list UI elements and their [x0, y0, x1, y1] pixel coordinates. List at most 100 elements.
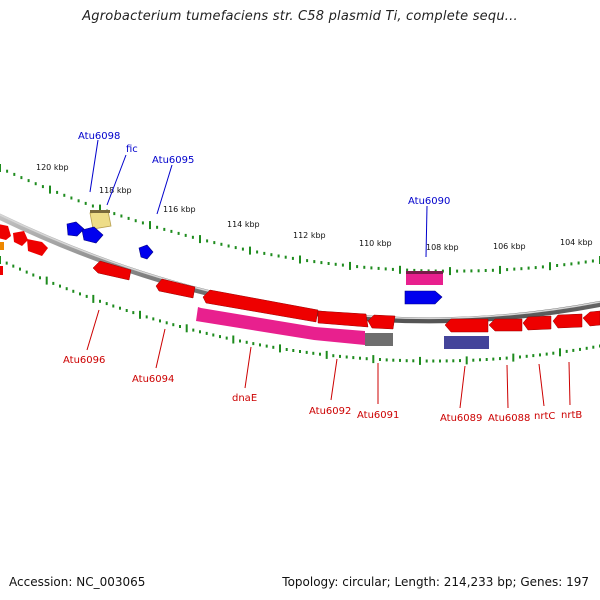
inner-ring-minor-tick: [105, 302, 108, 306]
inner-ring-minor-tick: [65, 287, 68, 291]
inner-ring-minor-tick: [305, 350, 308, 354]
outer-ring-major-tick: [99, 204, 101, 213]
inner-ring-minor-tick: [425, 359, 428, 363]
gene-edge-red-4[interactable]: [0, 266, 3, 275]
outer-ring-minor-tick: [356, 265, 359, 269]
gene-fic-block[interactable]: [89, 210, 112, 230]
inner-ring-major-tick: [419, 356, 421, 365]
gene-atu6089-arrow[interactable]: [444, 318, 489, 333]
outer-ring-minor-tick: [170, 229, 173, 233]
gene-edge-red-5[interactable]: [582, 310, 600, 327]
outer-ring-minor-tick: [334, 262, 337, 266]
outer-ring-minor-tick: [470, 269, 473, 273]
gene-atu6097-arrow[interactable]: [81, 226, 104, 244]
leader-atu6094: [155, 328, 166, 369]
leader-nrtC: [538, 363, 545, 407]
outer-ring-minor-tick: [520, 267, 523, 271]
outer-ring-minor-tick: [420, 269, 423, 273]
gene-label-atu6088[interactable]: Atu6088: [488, 413, 530, 424]
outer-ring-minor-tick: [27, 179, 30, 183]
gene-label-fic[interactable]: fic: [126, 144, 138, 155]
gene-atu6095-arrow[interactable]: [138, 244, 154, 260]
inner-ring-minor-tick: [492, 357, 495, 361]
gene-label-nrtC[interactable]: nrtC: [534, 411, 555, 422]
outer-ring-minor-tick: [177, 231, 180, 235]
gene-label-atu6091[interactable]: Atu6091: [357, 410, 399, 421]
inner-ring-minor-tick: [25, 270, 28, 274]
gene-label-dnaE[interactable]: dnaE: [232, 393, 257, 404]
gene-label-atu6089[interactable]: Atu6089: [440, 413, 482, 424]
outer-ring-minor-tick: [570, 262, 573, 266]
inner-ring-minor-tick: [445, 359, 448, 363]
gene-atu6094-arrow[interactable]: [155, 278, 196, 299]
gene-atu6092-arrow[interactable]: [317, 310, 369, 328]
inner-ring-minor-tick: [72, 289, 75, 293]
inner-ring-minor-tick: [585, 346, 588, 350]
inner-ring-minor-tick: [339, 354, 341, 358]
outer-ring-major-tick: [199, 235, 201, 244]
inner-ring-minor-tick: [552, 351, 555, 355]
gene-label-atu6090[interactable]: Atu6090: [408, 196, 450, 207]
gene-atu6091-arrow[interactable]: [367, 314, 396, 330]
outer-ring-minor-tick: [477, 269, 480, 273]
leader-atu6092: [330, 358, 338, 401]
gene-edge-red-1[interactable]: [0, 224, 11, 240]
outer-ring-major-tick: [449, 267, 451, 276]
inner-ring-minor-tick: [352, 356, 355, 360]
leader-fic: [106, 154, 127, 206]
plasmid-backbone-highlight: [0, 213, 600, 320]
leader-atu6089: [459, 365, 466, 409]
gene-atu6088-arrow[interactable]: [488, 318, 523, 332]
inner-ring-minor-tick: [479, 358, 481, 362]
gene-edge-orange[interactable]: [0, 242, 4, 250]
tick-label-114: 114 kbp: [227, 220, 260, 229]
inner-ring-minor-tick: [499, 357, 501, 361]
outer-ring-major-tick: [499, 265, 501, 274]
leader-dnaE: [244, 346, 252, 389]
inner-ring-minor-tick: [259, 343, 261, 347]
gene-atu6090-arrow[interactable]: [404, 290, 443, 305]
outer-ring-minor-tick: [227, 244, 230, 248]
inner-ring-minor-tick: [205, 331, 208, 335]
outer-ring-minor-tick: [320, 261, 323, 265]
inner-ring-minor-tick: [299, 350, 301, 353]
tick-label-106: 106 kbp: [493, 242, 526, 251]
inner-ring-minor-tick: [285, 348, 288, 351]
gene-label-atu6094[interactable]: Atu6094: [132, 374, 174, 385]
gene-atu6091-gray[interactable]: [365, 333, 393, 346]
gene-dnaE-pink[interactable]: [196, 307, 365, 345]
topology-summary-text: Topology: circular; Length: 214,233 bp; …: [282, 575, 589, 589]
gene-label-atu6096[interactable]: Atu6096: [63, 355, 105, 366]
inner-ring-major-tick: [185, 324, 188, 333]
gene-edge-red-3[interactable]: [27, 239, 48, 256]
gene-dnaE-arrow[interactable]: [202, 289, 319, 323]
inner-ring-minor-tick: [272, 345, 275, 349]
inner-ring-minor-tick: [145, 315, 148, 319]
inner-ring-minor-tick: [159, 319, 161, 323]
gene-atu6090-pink[interactable]: [406, 272, 443, 285]
inner-ring-minor-tick: [345, 355, 348, 359]
outer-ring-minor-tick: [41, 185, 44, 189]
gene-atu6096-arrow[interactable]: [92, 260, 132, 281]
inner-ring-minor-tick: [152, 317, 155, 321]
inner-ring-minor-tick: [192, 328, 195, 332]
gene-nrtC-arrow[interactable]: [522, 315, 552, 331]
gene-atu6090-pink-top: [406, 271, 443, 274]
gene-nrtB-arrow[interactable]: [552, 313, 583, 329]
inner-ring-minor-tick: [212, 333, 215, 337]
inner-ring-minor-tick: [379, 358, 381, 361]
outer-ring-minor-tick: [291, 256, 294, 260]
gene-edge-red-2[interactable]: [13, 231, 28, 246]
gene-label-nrtB[interactable]: nrtB: [561, 410, 582, 421]
outer-ring-minor-tick: [541, 265, 544, 269]
outer-ring-minor-tick: [527, 266, 530, 270]
inner-ring-minor-tick: [539, 353, 541, 357]
gene-atu6098-arrow[interactable]: [66, 221, 85, 237]
gene-label-atu6092[interactable]: Atu6092: [309, 406, 351, 417]
outer-ring-minor-tick: [127, 216, 130, 220]
inner-ring-minor-tick: [432, 359, 435, 363]
leader-atu6090: [425, 205, 428, 258]
gene-label-atu6098[interactable]: Atu6098: [78, 131, 120, 142]
gene-atu6089-slate[interactable]: [444, 336, 489, 349]
gene-label-atu6095[interactable]: Atu6095: [152, 155, 194, 166]
